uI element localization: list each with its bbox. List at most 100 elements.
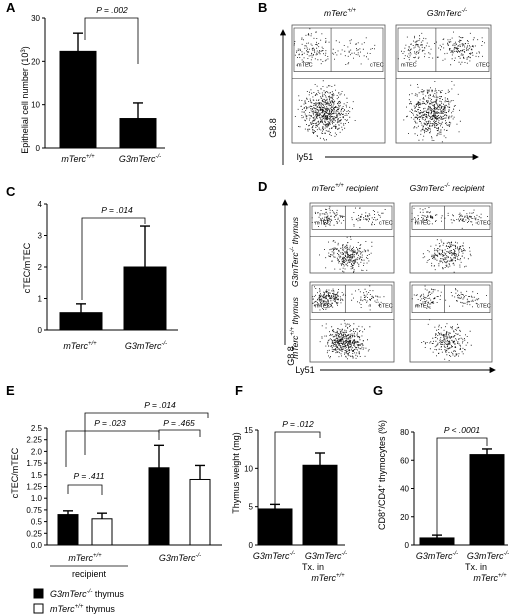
panel-g-pvalue: P < .0001 [444,425,481,435]
panel-d-xaxis: Ly51 [295,365,314,375]
panel-e-ytick-label-7: 1.75 [26,459,42,468]
panel-a-ytick-label-3: 30 [31,14,40,23]
panel-c-ytick-label-1: 1 [38,295,43,304]
panel-e-p3: P = .023 [94,418,126,428]
panel-f-ylabel: Thymus weight (mg) [231,432,241,514]
panel-d-plot-4-frame [409,281,493,363]
panel-f-cat-2: G3mTerc-/- [305,551,347,561]
panel-g-cat-2: G3mTerc-/- [467,551,509,561]
panel-e-ylabel: cTEC/mTEC [10,447,20,498]
panel-c-ytick-label-2: 2 [38,263,43,272]
panel-d-plot-1-gate-mtec: mTEC [315,220,331,226]
panel-f-bar-0 [257,508,293,546]
panel-d-col2: G3mTerc-/- recipient [410,183,485,193]
panel-a-label: A [6,0,16,15]
legend-black-swatch [33,588,44,599]
panel-b-label: B [258,0,267,15]
panel-e-recipient: recipient [72,569,107,579]
panel-e-ytick-label-1: 0.25 [26,529,42,538]
panel-f-tx: Tx. in [302,562,324,572]
panel-b-plot-1-gate-mtec: mTEC [297,63,313,69]
panel-d-plot-4: mTEC cTEC [409,281,493,363]
panel-f-label: F [235,383,243,398]
panel-g-cat-1: G3mTerc-/- [416,551,458,561]
panel-b-flow-plots: mTEC cTEC mTEC cTEC [291,24,492,144]
panel-f-cat-1: G3mTerc-/- [253,551,295,561]
panel-b-xaxis: ly51 [297,152,314,162]
panel-e-chart: 0.0 0.25 0.5 0.75 1.0 1.25 1.5 1.75 2.0 2.25 2.5 [26,424,222,550]
panel-g-ytick-label-4: 80 [400,428,409,437]
panel-b-plot-2-gate-ctec: cTEC [476,63,490,69]
panel-d-plot-2-gate-ctec: cTEC [477,220,491,226]
panel-d-plot-1-gate-ctec: cTEC [379,220,393,226]
panel-e-label: E [6,383,15,398]
panel-b-plot-1-gate-ctec: cTEC [370,63,384,69]
panel-e-ytick-label-8: 2.0 [31,447,43,456]
panel-e-ytick-label-3: 0.75 [26,506,42,515]
panel-g-ytick-label-2: 40 [400,485,409,494]
panel-d-plot-4-gate-ctec: cTEC [477,304,491,310]
panel-a-ytick-label-0: 0 [36,144,41,153]
panel-e-bracket-2 [158,429,201,437]
panel-b-plot-2-frame [395,24,492,144]
panel-c-label: C [6,184,16,199]
panel-e-ytick-label-5: 1.25 [26,483,42,492]
panel-c-ylabel: cTEC/mTEC [22,242,32,293]
panel-c-pvalue: P = .014 [101,205,133,215]
panel-e-ytick-label-10: 2.5 [31,424,43,433]
panel-d-plot-2: mTEC cTEC [409,202,493,274]
panel-f-ytick-label-2: 10 [244,464,253,473]
panel-g-tx: Tx. in [465,562,487,572]
panel-f-ytick-label-3: 15 [244,426,253,435]
panel-g-ytick-label-1: 20 [400,513,409,522]
panel-e-bar-1-0 [148,467,170,546]
panel-d-row1: G3mTerc-/- thymus [290,216,300,287]
panel-a-cat-2: G3mTerc-/- [119,154,161,164]
panel-e-ytick-label-9: 2.25 [26,436,42,445]
panel-e-bracket-1 [67,484,103,495]
panel-b-plot-1-frame [291,24,386,144]
panel-d-plot-2-gate-outer [411,205,491,230]
panel-c-ytick-label-3: 3 [38,232,43,241]
panel-f-pvalue: P = .012 [282,419,314,429]
panel-b-plot-2-gate-outer [397,27,490,72]
panel-a-ytick-label-1: 10 [31,101,40,110]
panel-d-plot-4-events [411,285,487,361]
panel-c-ytick-label-0: 0 [38,326,43,335]
panel-c-bracket [81,217,146,300]
panel-e-ytick-label-0: 0.0 [31,541,43,550]
panel-f-ytick-label-1: 5 [249,503,254,512]
panel-b-plot-2: mTEC cTEC [395,24,492,144]
panel-e-p1: P = .411 [74,471,105,481]
panel-g-label: G [373,383,383,398]
panel-d-plot-3-events [312,285,385,360]
panel-d-plot-3-gate-outer [311,284,393,313]
panel-d-row2: mTerc+/+ thymus [290,296,300,359]
panel-f-ytick-label-0: 0 [249,541,254,550]
panel-c-chart: 0 1 2 3 4 [38,200,178,335]
panel-e-bar-0-0 [57,514,79,546]
panel-g-cat-2b: mTerc+/+ [473,573,507,583]
panel-e-bar-0-1 [91,518,113,546]
panel-a-ytick-label-2: 20 [31,57,40,66]
panel-d-yaxis: G8.8 [286,346,296,366]
panel-d-plot-1-events [311,206,386,273]
panel-e-ytick-label-4: 1.0 [31,494,43,503]
panel-e-ytick-label-6: 1.5 [31,471,43,480]
panel-b-col2: G3mTerc-/- [427,8,467,18]
panel-d-plot-3: mTEC cTEC [309,281,395,363]
panel-a-chart: 0 10 20 30 [31,14,165,153]
panel-b-yaxis: G8.8 [268,118,278,138]
panel-d-flow-plots: mTEC cTEC mTEC cTEC mTEC cTEC mTEC cTEC [309,202,493,363]
panel-e-ytick-label-2: 0.5 [31,518,43,527]
panel-c-cat-1: mTerc+/+ [63,341,97,351]
panel-d-plot-3-gate-ctec: cTEC [379,304,393,310]
panel-g-ylabel: CD8+/CD4+ thymocytes (%) [377,420,387,530]
panel-b-col1: mTerc+/+ [324,8,356,18]
legend-black-label: G3mTerc-/- thymus [50,589,124,599]
panel-c-bar-1 [123,266,167,331]
legend-white-label: mTerc+/+ thymus [50,604,115,614]
panel-a-bar-1 [119,118,157,149]
panel-e-bracket-3 [65,430,160,467]
